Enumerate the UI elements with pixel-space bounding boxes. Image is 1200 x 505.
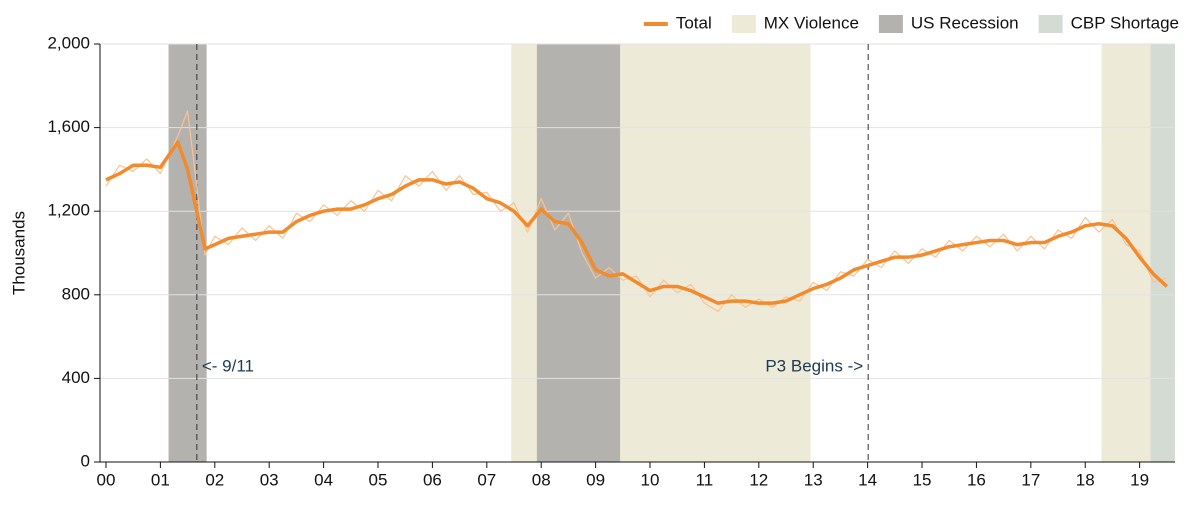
- data-line: [105, 140, 1169, 305]
- x-tick-label: 07: [477, 470, 496, 489]
- legend-swatch: [731, 15, 756, 33]
- y-tick-label: 400: [62, 368, 90, 387]
- x-tick-label: 08: [532, 470, 551, 489]
- x-tick-label: 04: [314, 470, 333, 489]
- y-tick-label: 0: [81, 451, 90, 470]
- x-tick-label: 14: [858, 470, 877, 489]
- x-tick-label: 15: [913, 470, 932, 489]
- x-tick-label: 16: [967, 470, 986, 489]
- data-line: [105, 110, 1168, 313]
- y-axis-label: Thousands: [9, 211, 28, 295]
- x-tick-label: 18: [1076, 470, 1095, 489]
- x-tick-label: 06: [423, 470, 442, 489]
- x-tick-label: 03: [260, 470, 279, 489]
- legend-label: CBP Shortage: [1071, 13, 1179, 32]
- x-tick-label: 10: [641, 470, 660, 489]
- y-tick-label: 2,000: [47, 33, 90, 52]
- x-tick-label: 17: [1021, 470, 1040, 489]
- x-tick-label: 01: [151, 470, 170, 489]
- legend-label: Total: [676, 13, 712, 32]
- annotation: P3 Begins ->: [765, 356, 863, 375]
- x-tick-label: 09: [586, 470, 605, 489]
- x-tick-label: 13: [804, 470, 823, 489]
- legend-label: MX Violence: [764, 13, 859, 32]
- legend-swatch: [878, 15, 903, 33]
- y-tick-label: 1,200: [47, 201, 90, 220]
- x-tick-label: 19: [1130, 470, 1149, 489]
- x-tick-label: 11: [696, 470, 714, 489]
- legend-swatch: [1038, 15, 1063, 33]
- x-tick-label: 12: [749, 470, 768, 489]
- x-tick-label: 00: [97, 470, 116, 489]
- y-tick-label: 1,600: [47, 117, 90, 136]
- x-tick-label: 05: [369, 470, 388, 489]
- shaded-band: [1150, 44, 1175, 462]
- shaded-band: [168, 44, 207, 462]
- y-tick-label: 800: [62, 284, 90, 303]
- legend-label: US Recession: [911, 13, 1019, 32]
- annotation: <- 9/11: [202, 356, 254, 375]
- shaded-band: [536, 44, 621, 462]
- x-tick-label: 02: [205, 470, 224, 489]
